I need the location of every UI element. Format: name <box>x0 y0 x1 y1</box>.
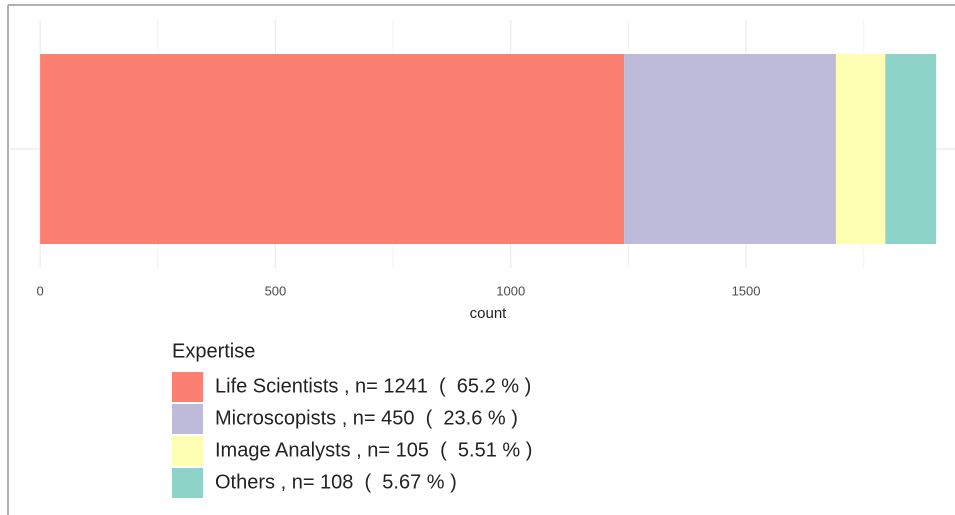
legend-label: Others , n= 108 ( 5.67 % ) <box>215 471 457 493</box>
legend-swatch <box>172 436 203 466</box>
x-tick-label: 500 <box>265 283 287 298</box>
legend-label: Life Scientists , n= 1241 ( 65.2 % ) <box>215 375 531 397</box>
x-tick-label: 1000 <box>496 283 525 298</box>
bar-segment <box>624 54 836 244</box>
bar-segment <box>835 54 886 244</box>
bar-segment <box>40 54 625 244</box>
legend-swatch <box>172 372 203 402</box>
legend-swatch <box>172 404 203 434</box>
legend-swatch <box>172 468 203 498</box>
legend-label: Image Analysts , n= 105 ( 5.51 % ) <box>215 439 532 461</box>
legend-label: Microscopists , n= 450 ( 23.6 % ) <box>215 407 518 429</box>
bar-segment <box>885 54 937 244</box>
x-axis-label: count <box>470 305 508 322</box>
x-tick-label: 1500 <box>732 283 761 298</box>
legend-title: Expertise <box>172 340 255 362</box>
x-tick-label: 0 <box>37 283 44 298</box>
